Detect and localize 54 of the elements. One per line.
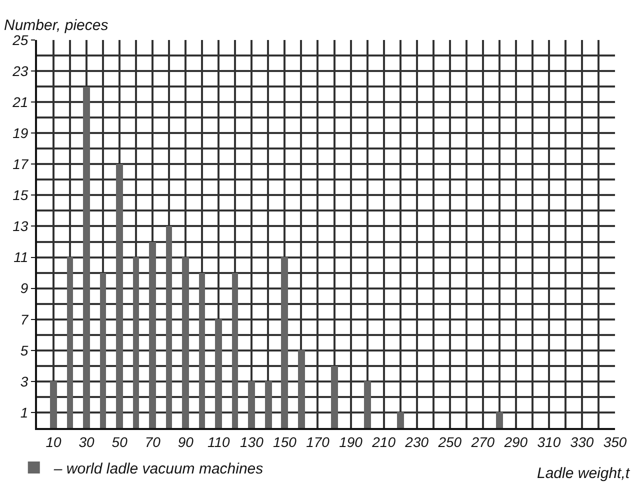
y-tick-label: 21 [12, 94, 28, 110]
x-tick-label: 190 [339, 434, 363, 450]
x-tick-label: 350 [603, 434, 627, 450]
bar [298, 350, 305, 428]
x-tick-label: 250 [437, 434, 462, 450]
bar [166, 226, 172, 428]
bar [232, 273, 238, 428]
bar [100, 273, 106, 428]
bar [133, 257, 139, 428]
x-tick-label: 230 [404, 434, 429, 450]
y-tick-label: 23 [12, 62, 28, 79]
x-tick-label: 50 [112, 434, 128, 450]
bar [496, 412, 503, 428]
x-tick-label: 90 [178, 434, 194, 450]
bar [182, 257, 189, 428]
bar [83, 87, 90, 428]
x-tick-label: 330 [570, 434, 594, 450]
bar [364, 381, 371, 428]
x-tick-label: 70 [144, 434, 161, 450]
bar [397, 412, 404, 428]
y-tick-label: 13 [12, 218, 28, 234]
x-tick-label: 270 [470, 434, 495, 450]
y-axis-title: Number, pieces [4, 17, 109, 34]
bar [149, 242, 156, 428]
bar [215, 319, 222, 428]
x-tick-label: 290 [503, 434, 528, 450]
bar [248, 381, 255, 428]
y-tick-label: 15 [12, 187, 28, 204]
x-tick-label: 150 [273, 434, 297, 450]
bar [116, 164, 123, 428]
y-tick-label: 1 [20, 404, 28, 420]
x-tick-label: 210 [371, 434, 396, 450]
bar [199, 273, 205, 428]
x-tick-label: 110 [207, 434, 230, 450]
y-tick-label: 3 [20, 373, 28, 390]
y-tick-label: 11 [14, 249, 28, 266]
bar [331, 366, 338, 428]
legend-label: – world ladle vacuum machines [52, 460, 264, 478]
x-tick-label: 30 [78, 434, 95, 450]
bar [265, 381, 272, 428]
x-axis-title: Ladle weight,t [537, 465, 630, 482]
x-tick-label: 170 [306, 434, 330, 450]
y-tick-label: 19 [12, 125, 28, 142]
bar [67, 257, 73, 428]
y-tick-label: 25 [12, 32, 28, 48]
x-tick-label: 310 [537, 434, 561, 450]
y-tick-label: 17 [12, 156, 30, 172]
x-tick-label: 130 [240, 434, 264, 450]
y-tick-label: 5 [20, 342, 28, 358]
y-tick-label: 7 [20, 311, 30, 328]
bar [50, 381, 57, 428]
bar [281, 257, 288, 428]
y-tick-label: 9 [20, 280, 28, 296]
x-tick-label: 10 [46, 434, 62, 450]
